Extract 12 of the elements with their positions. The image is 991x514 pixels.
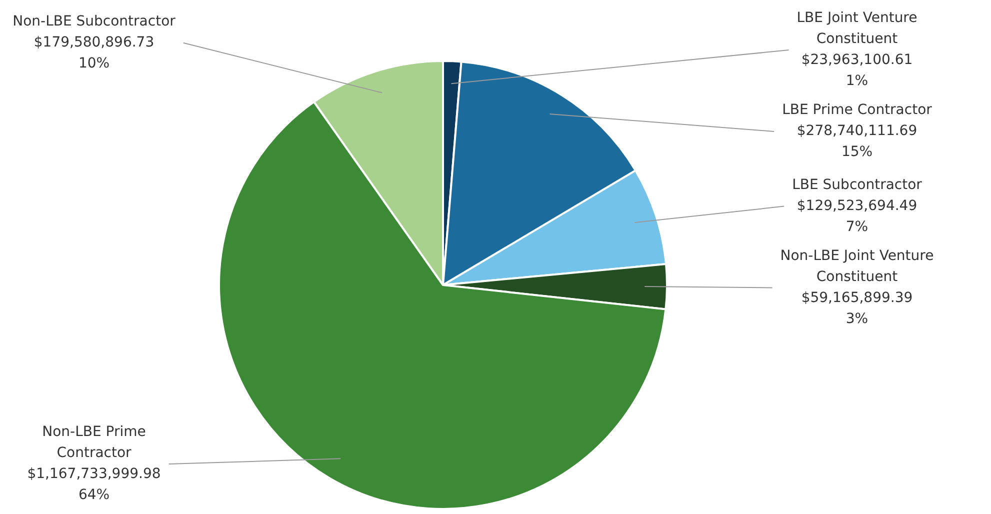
slice-label: LBE Subcontractor <box>792 176 922 193</box>
slice-label: LBE Joint Venture Constituent <box>796 10 918 48</box>
data-label: $129,523,694.49 7% <box>796 198 918 235</box>
slice-label: Non-LBE Joint Venture Constituent <box>780 248 934 285</box>
data-label: $59,165,899.39 3% <box>801 290 913 327</box>
data-label: $1,167,733,999.98 64% <box>27 466 161 504</box>
data-label: $278,740,111.69 15% <box>796 123 918 160</box>
data-label: $179,580,896.73 10% <box>34 34 154 72</box>
slice-label: LBE Prime Contractor <box>782 102 932 118</box>
data-label: $23,963,100.61 1% <box>801 52 913 90</box>
slice-label: Non-LBE Subcontractor <box>12 14 176 30</box>
slice-label: Non-LBE Prime Contractor <box>42 424 146 462</box>
